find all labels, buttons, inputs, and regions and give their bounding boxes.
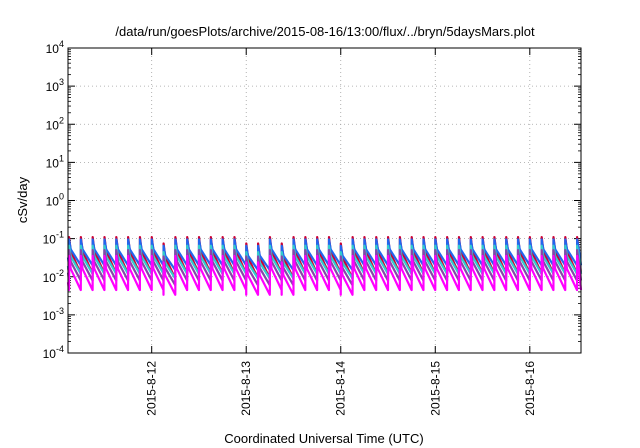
plot-frame xyxy=(67,47,582,354)
y-tick-label: 10-4 xyxy=(43,344,64,361)
x-tick-label: 2015-8-15 xyxy=(428,361,442,416)
y-tick-label: 10-1 xyxy=(43,230,64,247)
x-tick-label: 2015-8-16 xyxy=(523,361,537,416)
y-tick-label: 101 xyxy=(46,153,64,170)
x-tick-label: 2015-8-14 xyxy=(334,361,348,416)
x-axis-label: Coordinated Universal Time (UTC) xyxy=(224,431,423,446)
y-tick-label: 103 xyxy=(46,77,64,94)
y-tick-label: 104 xyxy=(46,39,64,56)
series-line-4 xyxy=(66,254,583,296)
y-tick-label: 10-3 xyxy=(43,306,64,323)
y-tick-label: 10-2 xyxy=(43,268,64,285)
y-axis-label: cSv/day xyxy=(15,176,30,223)
y-tick-label: 102 xyxy=(46,115,64,132)
plot-area: 10-4 10-3 10-2 10-1 100 101 102 103 104 2015-8-12… xyxy=(43,39,583,416)
chart-title: /data/run/goesPlots/archive/2015-08-16/1… xyxy=(115,24,535,39)
x-tick-label: 2015-8-13 xyxy=(239,361,253,416)
x-tick-label: 2015-8-12 xyxy=(145,361,159,416)
y-tick-label: 100 xyxy=(46,192,64,209)
